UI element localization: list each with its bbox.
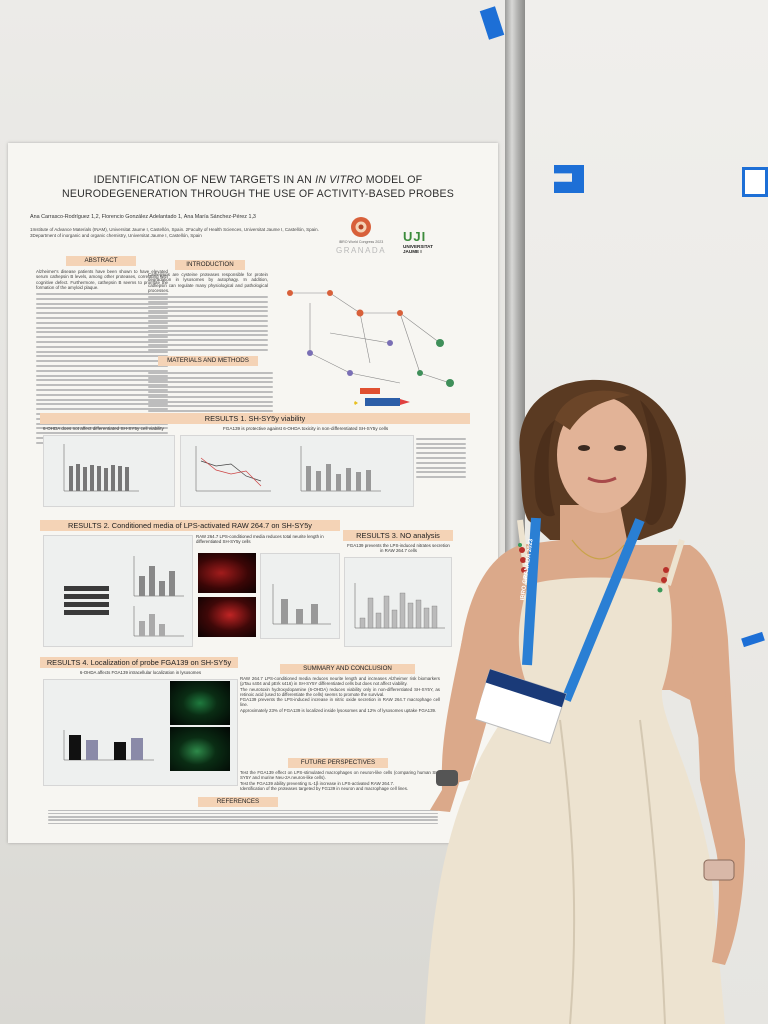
- poster-affiliations: 1Institute of Advance Materials (INAM), …: [30, 227, 319, 238]
- references-header: REFERENCES: [198, 797, 278, 807]
- results3-subtitle: FGA139 prevents the LPS-induced nitrates…: [347, 543, 450, 553]
- microscopy-image-2: [198, 597, 256, 637]
- results1-legend: [416, 435, 466, 505]
- results4-subtitle: 6-OHDA affects FGA139 intracellular loca…: [79, 670, 202, 675]
- future-header: FUTURE PERSPECTIVES: [288, 758, 388, 768]
- results2-figure-left: [43, 535, 193, 647]
- summary-header: SUMMARY AND CONCLUSION: [280, 664, 415, 674]
- summary-point: FGA139 prevents the LPS-induced increase…: [240, 697, 440, 708]
- summary-point: The neurotoxin hydroxydopamine (6-OHDA) …: [240, 686, 440, 697]
- summary-text: RAW 264.7 LPS-conditioned media reduces …: [240, 676, 440, 761]
- title-part: IDENTIFICATION OF NEW TARGETS IN AN: [93, 174, 316, 186]
- microscopy-image-1: [198, 553, 256, 593]
- introduction-header: INTRODUCTION: [175, 260, 245, 270]
- title-part: MODEL OF: [362, 174, 423, 186]
- fluorescence-image-1: [170, 681, 230, 725]
- future-point: Identification of the proteases targeted…: [240, 785, 409, 791]
- results1-header: RESULTS 1. SH-SY5y viability: [40, 413, 470, 424]
- results1-figure-left: [43, 435, 175, 507]
- results2-header: RESULTS 2. Conditioned media of LPS-acti…: [40, 520, 340, 531]
- uji-logo-sub2: JAUME I: [403, 249, 422, 254]
- results4-header: RESULTS 4. Localization of probe FGA139 …: [40, 657, 238, 668]
- intro-paragraph: Cathepsins are cysteine proteases respon…: [148, 272, 268, 293]
- abstract-header: ABSTRACT: [66, 256, 136, 266]
- poster-title: IDENTIFICATION OF NEW TARGETS IN AN IN V…: [28, 173, 488, 201]
- presenter-person: [425, 379, 745, 1024]
- results2-subtitle-right: RAW 264.7 LPS-conditioned media reduces …: [196, 534, 324, 544]
- pathway-diagram: [270, 273, 465, 413]
- results1-subtitle-right: FGA139 is protective against 6-OHDA toxi…: [223, 426, 389, 431]
- summary-point: Approximately 23% of FGA139 is localized…: [240, 707, 437, 713]
- references-text: [48, 808, 438, 833]
- ibro-logo-text: IBRO World Congress 2023: [338, 240, 384, 244]
- uji-logo: UJI UNIVERSITAT JAUME I: [403, 229, 451, 265]
- results3-header: RESULTS 3. NO analysis: [343, 530, 453, 541]
- scientific-poster: IDENTIFICATION OF NEW TARGETS IN AN IN V…: [8, 143, 498, 843]
- future-text: Test the FGA139 effect on LPS-stimulated…: [240, 770, 440, 798]
- future-point: Test the FGA139 ability preventing IL-1β…: [240, 780, 395, 786]
- poster-authors: Ana Carrasco-Rodríguez 1,2, Florencio Go…: [30, 214, 256, 220]
- results1-subtitle-left: 6-OHDA does not affect differentiated SH…: [43, 426, 164, 431]
- uji-logo-mark: UJI: [403, 229, 427, 244]
- results1-figure-right: [180, 435, 414, 507]
- results2-figure-right: [260, 553, 340, 639]
- abstract-text: Alzheimer's disease patients have been s…: [36, 269, 168, 509]
- ibro-logo-city: GRANADA: [335, 246, 387, 255]
- abstract-paragraph: Alzheimer's disease patients have been s…: [36, 269, 168, 290]
- uji-logo-sub1: UNIVERSITAT: [403, 244, 433, 249]
- results3-figure: [344, 557, 452, 647]
- fluorescence-image-2: [170, 727, 230, 771]
- introduction-text: Cathepsins are cysteine proteases respon…: [148, 272, 268, 372]
- ibro-logo: IBRO World Congress 2023 GRANADA: [330, 215, 392, 263]
- summary-point: RAW 264.7 LPS-conditioned media reduces …: [240, 676, 440, 687]
- blue-tape: [742, 167, 768, 197]
- title-line-2: NEURODEGENERATION THROUGH THE USE OF ACT…: [61, 188, 455, 200]
- materials-header: MATERIALS AND METHODS: [158, 356, 258, 366]
- future-point: Test the FGA139 effect on LPS-stimulated…: [240, 770, 440, 781]
- title-italic: IN VITRO: [315, 174, 363, 186]
